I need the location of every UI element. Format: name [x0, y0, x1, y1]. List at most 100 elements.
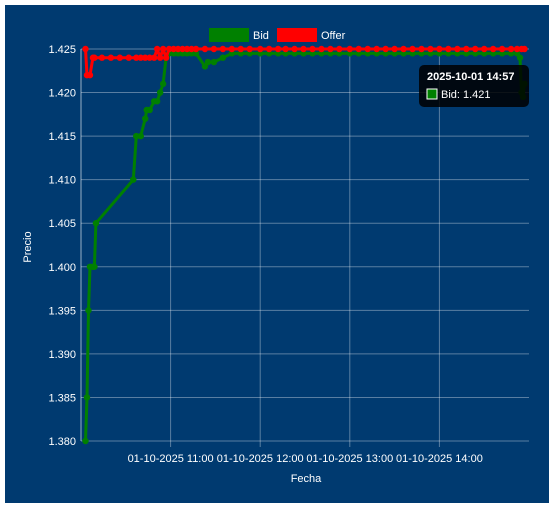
- data-point-offer[interactable]: [192, 45, 200, 53]
- chart-panel: 1.380 1.385 1.390 1.395 1.400 1.405 1.410 1.415…: [5, 5, 549, 503]
- data-point-offer[interactable]: [436, 45, 443, 53]
- data-point-bid[interactable]: [142, 115, 149, 122]
- data-point-offer[interactable]: [188, 45, 195, 53]
- data-point-offer[interactable]: [201, 45, 209, 53]
- y-axis-ticks: 1.380 1.385 1.390 1.395 1.400 1.405 1.410 1.415…: [48, 44, 76, 448]
- data-point-bid[interactable]: [137, 132, 144, 140]
- data-point-offer[interactable]: [481, 45, 488, 53]
- data-point-bid[interactable]: [204, 58, 212, 66]
- data-point-offer[interactable]: [159, 45, 167, 53]
- data-point-offer[interactable]: [282, 45, 289, 53]
- data-point-offer[interactable]: [265, 45, 273, 53]
- legend[interactable]: Bid Offer: [209, 28, 346, 42]
- data-point-bid[interactable]: [516, 54, 524, 61]
- data-point-offer[interactable]: [150, 54, 158, 61]
- series-bid: [82, 50, 528, 445]
- y-tick-label: 1.395: [48, 305, 76, 317]
- data-point-offer[interactable]: [142, 54, 149, 61]
- data-point-offer[interactable]: [382, 45, 389, 53]
- data-point-offer[interactable]: [498, 45, 506, 53]
- data-point-offer[interactable]: [507, 45, 515, 53]
- data-point-bid[interactable]: [130, 176, 137, 183]
- data-point-offer[interactable]: [521, 45, 528, 53]
- data-point-offer[interactable]: [445, 45, 452, 53]
- y-axis-title: Precio: [22, 231, 34, 262]
- data-point-offer[interactable]: [346, 45, 353, 53]
- y-tick-label: 1.425: [48, 44, 76, 56]
- tooltip-box: [419, 65, 529, 107]
- data-point-bid[interactable]: [156, 89, 164, 96]
- data-point-bid[interactable]: [91, 263, 98, 270]
- data-point-bid[interactable]: [133, 132, 140, 140]
- data-point-offer[interactable]: [98, 54, 106, 61]
- data-point-offer[interactable]: [82, 45, 89, 53]
- data-point-offer[interactable]: [327, 45, 334, 53]
- data-point-offer[interactable]: [162, 54, 170, 61]
- y-tick-label: 1.385: [48, 392, 76, 404]
- data-point-offer[interactable]: [318, 45, 325, 53]
- data-point-offer[interactable]: [170, 45, 177, 53]
- x-tick-label: 01-10-2025 13:00: [306, 453, 393, 465]
- data-point-offer[interactable]: [91, 54, 98, 61]
- data-point-bid[interactable]: [153, 98, 161, 105]
- data-point-offer[interactable]: [513, 45, 521, 53]
- data-point-offer[interactable]: [472, 45, 479, 53]
- data-point-offer[interactable]: [454, 45, 461, 53]
- data-point-offer[interactable]: [355, 45, 362, 53]
- data-point-offer[interactable]: [257, 45, 264, 53]
- data-point-offer[interactable]: [153, 45, 161, 53]
- data-point-offer[interactable]: [125, 54, 132, 61]
- price-chart: 1.380 1.385 1.390 1.395 1.400 1.405 1.410 1.415…: [22, 28, 529, 485]
- data-point-bid[interactable]: [219, 54, 227, 61]
- data-point-offer[interactable]: [179, 45, 186, 53]
- data-point-offer[interactable]: [427, 45, 434, 53]
- data-point-bid[interactable]: [83, 394, 91, 401]
- data-point-offer[interactable]: [237, 45, 244, 53]
- data-point-offer[interactable]: [133, 54, 140, 61]
- data-point-offer[interactable]: [210, 45, 218, 53]
- data-point-offer[interactable]: [373, 45, 380, 53]
- data-point-offer[interactable]: [418, 45, 425, 53]
- data-point-offer[interactable]: [274, 45, 282, 53]
- data-point-offer[interactable]: [300, 45, 307, 53]
- y-tick-label: 1.415: [48, 131, 76, 143]
- data-point-offer[interactable]: [219, 45, 227, 53]
- tooltip: 2025-10-01 14:57 Bid: 1.421: [419, 65, 529, 107]
- data-point-offer[interactable]: [165, 45, 173, 53]
- data-point-offer[interactable]: [391, 45, 398, 53]
- data-point-offer[interactable]: [400, 45, 407, 53]
- data-point-bid[interactable]: [146, 106, 153, 114]
- legend-swatch: [209, 28, 249, 42]
- data-point-offer[interactable]: [291, 45, 298, 53]
- data-point-offer[interactable]: [246, 45, 253, 53]
- data-point-bid[interactable]: [210, 58, 218, 66]
- data-point-offer[interactable]: [364, 45, 371, 53]
- data-point-offer[interactable]: [409, 45, 416, 53]
- legend-item-bid[interactable]: Bid: [209, 28, 269, 42]
- data-point-bid[interactable]: [85, 307, 92, 314]
- legend-item-offer[interactable]: Offer: [277, 28, 346, 42]
- data-point-offer[interactable]: [309, 45, 316, 53]
- data-point-offer[interactable]: [489, 45, 497, 53]
- data-point-offer[interactable]: [336, 45, 343, 53]
- data-point-offer[interactable]: [156, 54, 164, 61]
- data-point-offer[interactable]: [137, 54, 144, 61]
- data-point-offer[interactable]: [183, 45, 191, 53]
- x-axis-title: Fecha: [291, 473, 322, 485]
- data-point-offer[interactable]: [463, 45, 470, 53]
- data-point-offer[interactable]: [174, 45, 182, 53]
- data-point-bid[interactable]: [159, 80, 167, 88]
- data-point-offer[interactable]: [228, 45, 236, 53]
- x-tick-label: 01-10-2025 12:00: [217, 453, 304, 465]
- data-point-offer[interactable]: [107, 54, 115, 61]
- data-point-offer[interactable]: [116, 54, 124, 61]
- data-point-offer[interactable]: [86, 71, 94, 79]
- data-point-bid[interactable]: [92, 220, 100, 227]
- y-tick-label: 1.380: [48, 436, 76, 448]
- data-point-offer[interactable]: [146, 54, 153, 61]
- data-point-bid[interactable]: [82, 437, 89, 445]
- grid: [80, 48, 529, 447]
- y-tick-label: 1.410: [48, 175, 76, 187]
- y-tick-label: 1.420: [48, 88, 76, 100]
- tooltip-swatch: [426, 88, 438, 100]
